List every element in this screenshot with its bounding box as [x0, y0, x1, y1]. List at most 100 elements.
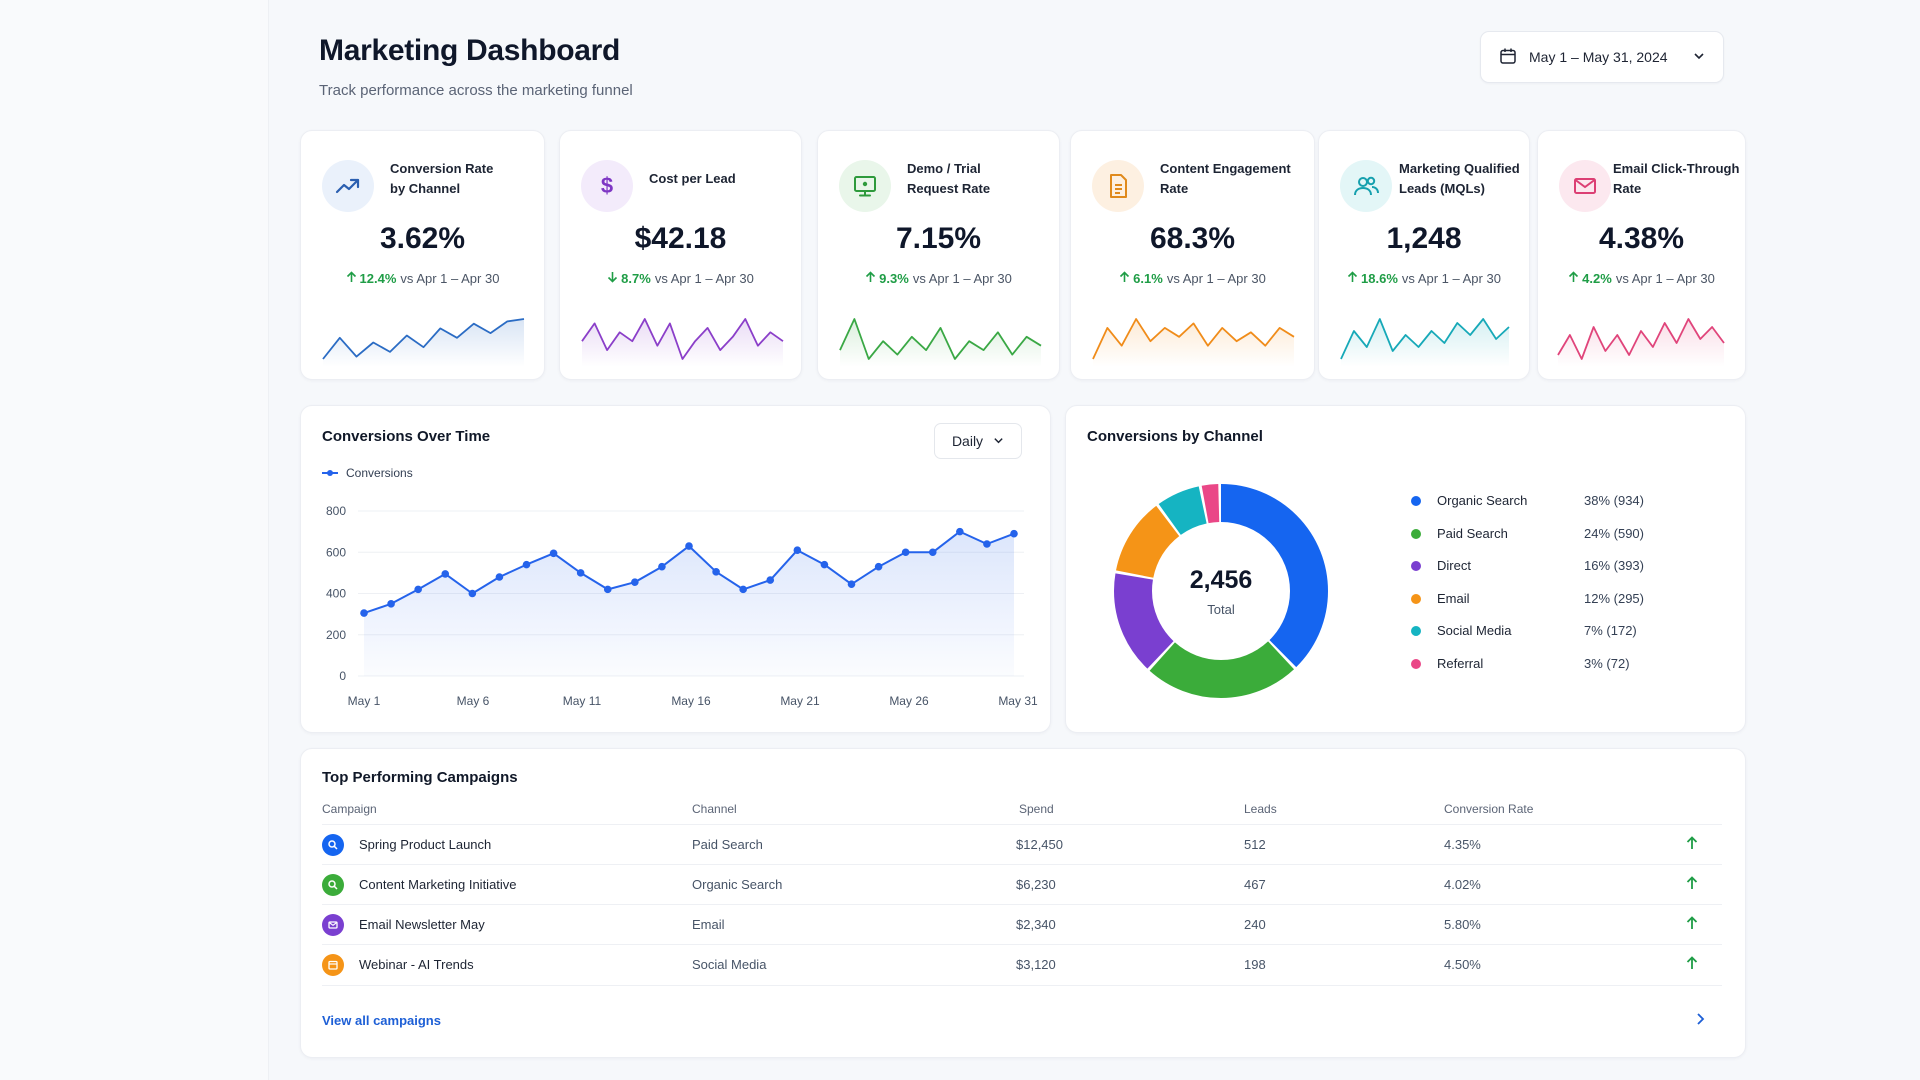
trend-up-icon	[322, 160, 374, 212]
kpi-card-demo-trial-rate[interactable]: Demo / Trial Request Rate 7.15% 9.3% vs Ap…	[817, 130, 1060, 380]
legend-dot	[1411, 528, 1421, 539]
kpi-card-content-engagement[interactable]: Content Engagement Rate 68.3% 6.1% vs Apr …	[1070, 130, 1315, 380]
x-tick-label: May 26	[889, 694, 929, 708]
kpi-value: 3.62%	[379, 222, 466, 255]
donut-slice[interactable]	[1114, 484, 1328, 698]
kpi-change: 8.7% vs Apr 1 – Apr 30	[560, 271, 801, 286]
data-point[interactable]	[360, 609, 368, 617]
table-row[interactable]: Webinar - AI Trends Social Media $3,120 …	[322, 944, 1722, 986]
channel-legend-item: Referral 3% (72)	[1411, 655, 1671, 675]
channel-name: Referral	[1437, 656, 1484, 671]
arrow-up-icon	[1347, 271, 1358, 286]
x-tick-label: May 21	[780, 694, 820, 708]
channel-name: Social Media	[1437, 623, 1512, 639]
chevron-down-icon	[993, 433, 1004, 449]
sparkline-line	[322, 318, 525, 360]
arrow-up-icon	[346, 271, 357, 286]
data-point[interactable]	[928, 548, 937, 557]
chevron-right-icon[interactable]	[1694, 1012, 1706, 1031]
chart-legend: Conversions	[322, 466, 413, 480]
channel-legend-item: Direct 16% (393)	[1411, 557, 1671, 577]
chevron-down-icon	[1693, 49, 1705, 65]
kpi-value: 7.15%	[895, 222, 982, 255]
campaign-rate: 4.02%	[1444, 877, 1481, 892]
column-header-channel: Channel	[692, 802, 737, 816]
table-row[interactable]: Content Marketing Initiative Organic Sea…	[322, 864, 1722, 905]
data-point[interactable]	[468, 589, 477, 598]
data-point[interactable]	[631, 578, 639, 586]
panel-title: Conversions by Channel	[1087, 428, 1263, 445]
kpi-change: 12.4% vs Apr 1 – Apr 30	[301, 271, 544, 286]
search-icon	[322, 834, 344, 856]
date-range-picker[interactable]: May 1 – May 31, 2024	[1480, 31, 1724, 83]
y-tick-label: 0	[339, 669, 346, 683]
channel-name: Email	[1437, 590, 1470, 606]
campaign-spend: $2,340	[1016, 917, 1056, 932]
campaign-rate: 4.50%	[1444, 957, 1481, 972]
data-point[interactable]	[495, 573, 504, 581]
table-row[interactable]: Email Newsletter May Email $2,340 240 5.…	[322, 904, 1722, 945]
kpi-card-cost-per-lead[interactable]: $ Cost per Lead $42.18 8.7% vs Apr 1 – Ap…	[559, 130, 802, 380]
x-tick-label: May 1	[348, 694, 381, 708]
sparkline	[1340, 318, 1510, 367]
campaign-channel: Paid Search	[692, 837, 763, 852]
campaign-leads: 467	[1244, 877, 1266, 892]
data-point[interactable]	[956, 527, 964, 536]
data-point[interactable]	[658, 562, 666, 571]
granularity-select[interactable]: Daily	[934, 423, 1022, 459]
donut-total-value: 2,456	[1189, 566, 1253, 594]
mail-icon	[322, 914, 344, 936]
data-point[interactable]	[441, 570, 450, 578]
table-row[interactable]: Spring Product Launch Paid Search $12,45…	[322, 824, 1722, 865]
svg-text:$: $	[601, 173, 613, 198]
data-point[interactable]	[983, 540, 991, 548]
kpi-label: Marketing Qualified Leads (MQLs)	[1399, 161, 1520, 196]
data-point[interactable]	[901, 548, 910, 557]
sparkline	[581, 318, 784, 367]
campaign-spend: $6,230	[1016, 877, 1056, 892]
campaign-name: Spring Product Launch	[359, 837, 492, 852]
channel-share: 16% (393)	[1584, 558, 1644, 574]
data-point[interactable]	[685, 542, 693, 550]
data-point[interactable]	[712, 568, 720, 576]
campaign-leads: 240	[1244, 917, 1266, 932]
arrow-up-icon	[1685, 875, 1699, 894]
donut-slice[interactable]	[1114, 484, 1328, 698]
campaign-leads: 198	[1244, 957, 1266, 972]
legend-dot	[1411, 626, 1421, 637]
y-tick-label: 800	[326, 504, 346, 518]
kpi-change: 18.6% vs Apr 1 – Apr 30	[1319, 271, 1529, 286]
kpi-change: 9.3% vs Apr 1 – Apr 30	[818, 271, 1059, 286]
monitor-icon	[839, 160, 891, 212]
kpi-card-conversion-rate[interactable]: Conversion Rate by Channel 3.62% 12.4% vs …	[300, 130, 545, 380]
conversions-over-time-panel: Conversions Over Time Daily Conversions …	[300, 405, 1051, 733]
donut-slice[interactable]	[1114, 484, 1328, 698]
data-point[interactable]	[549, 549, 558, 558]
data-point[interactable]	[522, 560, 531, 569]
data-point[interactable]	[847, 580, 856, 589]
calendar-icon	[1499, 47, 1517, 68]
users-icon	[1340, 160, 1392, 212]
column-header-campaign: Campaign	[322, 802, 377, 816]
kpi-card-mqls[interactable]: Marketing Qualified Leads (MQLs) 1,248 18…	[1318, 130, 1530, 380]
data-point[interactable]	[874, 562, 883, 571]
kpi-card-email-ctr[interactable]: Email Click-Through Rate 4.38% 4.2% vs Apr…	[1537, 130, 1746, 380]
data-point[interactable]	[1010, 529, 1018, 538]
mail-icon	[1559, 160, 1611, 212]
channel-name: Organic Search	[1437, 493, 1528, 508]
data-point[interactable]	[576, 569, 585, 577]
sparkline-line	[1092, 318, 1295, 360]
data-point[interactable]	[766, 576, 775, 584]
y-tick-label: 600	[326, 545, 346, 559]
sparkline-area	[1341, 319, 1509, 367]
document-icon	[1092, 160, 1144, 212]
data-point[interactable]	[820, 560, 829, 569]
view-all-campaigns-link[interactable]: View all campaigns	[322, 1013, 441, 1028]
data-point[interactable]	[793, 546, 802, 554]
data-point[interactable]	[387, 600, 395, 608]
column-header-spend: Spend	[1019, 802, 1054, 816]
sparkline	[1557, 318, 1725, 367]
data-point[interactable]	[603, 585, 612, 594]
data-point[interactable]	[414, 585, 422, 594]
data-point[interactable]	[739, 585, 747, 594]
